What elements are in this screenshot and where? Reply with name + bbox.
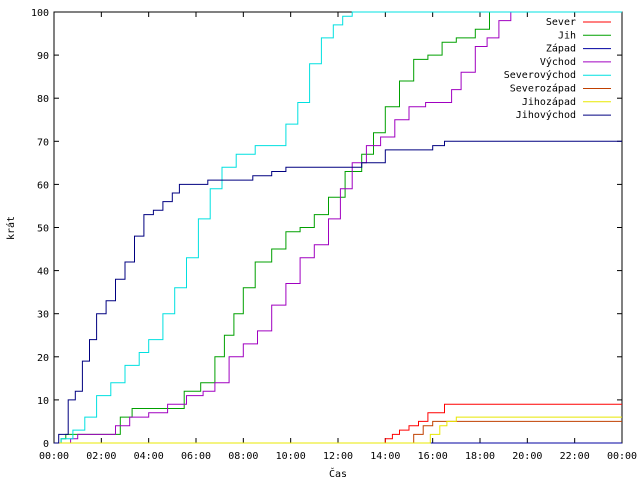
- x-tick-label: 14:00: [370, 451, 400, 462]
- x-tick-label: 10:00: [276, 451, 306, 462]
- series-line-7: [54, 140, 622, 444]
- legend-label: Východ: [540, 56, 576, 68]
- y-tick-label: 40: [37, 267, 49, 278]
- y-tick-label: 70: [37, 137, 49, 148]
- x-tick-label: 02:00: [86, 451, 116, 462]
- series-line-3: [54, 11, 622, 444]
- legend-label: Západ: [546, 43, 576, 55]
- y-tick-label: 50: [37, 224, 49, 235]
- x-tick-label: 00:00: [607, 451, 637, 462]
- y-tick-label: 90: [37, 51, 49, 62]
- series-line-0: [54, 403, 622, 444]
- y-tick-label: 80: [37, 94, 49, 105]
- y-axis-label: krát: [5, 216, 17, 240]
- legend-label: Sever: [546, 17, 576, 28]
- y-tick-label: 30: [37, 310, 49, 321]
- legend-label: Jihovýchod: [516, 109, 576, 121]
- series-line-1: [54, 11, 622, 444]
- legend-label: Jih: [558, 30, 576, 41]
- x-axis-label: Čas: [329, 467, 347, 480]
- x-tick-label: 12:00: [323, 451, 353, 462]
- y-tick-label: 20: [37, 353, 49, 364]
- x-tick-label: 16:00: [418, 451, 448, 462]
- x-tick-label: 22:00: [560, 451, 590, 462]
- series-line-6: [54, 416, 622, 444]
- y-tick-label: 60: [37, 180, 49, 191]
- y-tick-label: 10: [37, 396, 49, 407]
- x-tick-label: 06:00: [181, 451, 211, 462]
- y-tick-label: 100: [31, 8, 49, 19]
- legend-label: Severovýchod: [504, 69, 576, 81]
- series-lines: [54, 11, 622, 444]
- x-tick-label: 04:00: [134, 451, 164, 462]
- x-tick-label: 18:00: [465, 451, 495, 462]
- y-tick-label: 0: [43, 439, 49, 450]
- legend-label: Jihozápad: [522, 96, 576, 108]
- x-tick-label: 08:00: [228, 451, 258, 462]
- axis-ticks: 0 10 20 30 40 50 60 70 80 90 100 00:00 02:00 04:00 06:…: [31, 8, 637, 462]
- x-tick-label: 00:00: [39, 451, 69, 462]
- series-line-4: [54, 11, 622, 444]
- x-tick-label: 20:00: [512, 451, 542, 462]
- legend-label: Severozápad: [510, 83, 576, 95]
- plot-area: [53, 11, 623, 444]
